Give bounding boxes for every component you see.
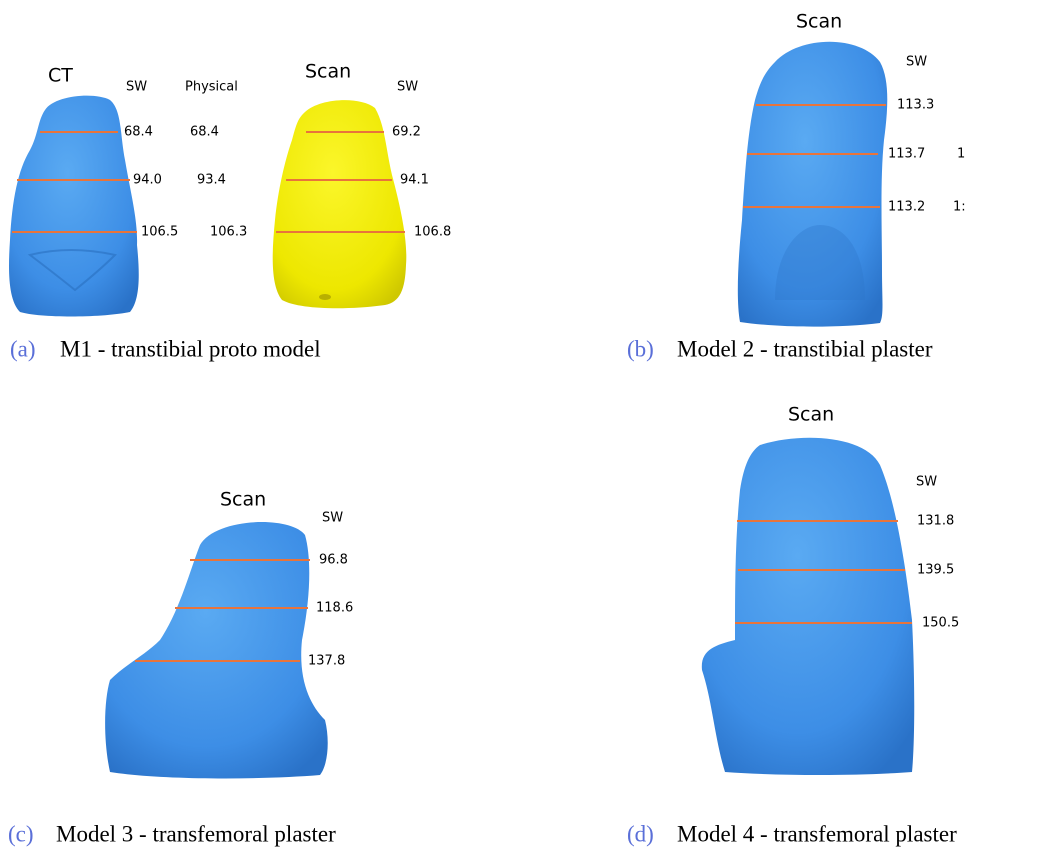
column-header: SW (126, 80, 147, 95)
caption-label: (c) (8, 821, 34, 846)
measurement: 68.4 (124, 125, 153, 140)
measurement: 1 (957, 147, 965, 162)
measurement: 106.3 (210, 225, 247, 240)
figure: CT SW Physical 68.4 68.4 94.0 93.4 106.5… (0, 0, 1051, 861)
measurement: 113.2 (888, 200, 925, 215)
measurement: 131.8 (917, 514, 954, 529)
column-header: SW (916, 475, 937, 490)
view-title: CT (48, 65, 73, 87)
panel-d: Scan SW 131.8 139.5 150.5 (d) Model 4 - … (627, 404, 959, 847)
measurement: 106.5 (141, 225, 178, 240)
caption: Model 2 - transtibial plaster (677, 336, 933, 361)
measurement: 113.7 (888, 147, 925, 162)
panel-c: Scan SW 96.8 118.6 137.8 (c) Model 3 - t… (8, 489, 353, 847)
measurement: 68.4 (190, 125, 219, 140)
measurement: 94.1 (400, 173, 429, 188)
column-header: SW (322, 511, 343, 526)
ct-model (9, 96, 139, 317)
measurement: 94.0 (133, 173, 162, 188)
scan-hole (319, 294, 331, 300)
column-header: SW (906, 55, 927, 70)
measurement: 93.4 (197, 173, 226, 188)
measurement: 139.5 (917, 563, 954, 578)
caption: Model 3 - transfemoral plaster (56, 821, 336, 846)
view-title: Scan (220, 489, 266, 511)
view-title: Scan (796, 11, 842, 33)
caption: M1 - transtibial proto model (60, 336, 321, 361)
panel-b: Scan SW 113.3 113.7 1 113.2 1: (b) Model… (627, 11, 966, 362)
measurement: 1: (953, 200, 966, 215)
caption-label: (d) (627, 821, 654, 846)
view-title: Scan (305, 61, 351, 83)
caption-label: (b) (627, 336, 654, 361)
view-title: Scan (788, 404, 834, 426)
measurement: 150.5 (922, 616, 959, 631)
caption-label: (a) (10, 336, 36, 361)
scan-model (702, 438, 914, 775)
measurement: 96.8 (319, 553, 348, 568)
column-header: SW (397, 80, 418, 95)
measurement: 106.8 (414, 225, 451, 240)
measurement: 113.3 (897, 98, 934, 113)
panel-a: CT SW Physical 68.4 68.4 94.0 93.4 106.5… (9, 61, 451, 362)
caption: Model 4 - transfemoral plaster (677, 821, 957, 846)
measurement: 69.2 (392, 125, 421, 140)
measurement: 118.6 (316, 601, 353, 616)
measurement: 137.8 (308, 654, 345, 669)
column-header: Physical (185, 80, 238, 95)
